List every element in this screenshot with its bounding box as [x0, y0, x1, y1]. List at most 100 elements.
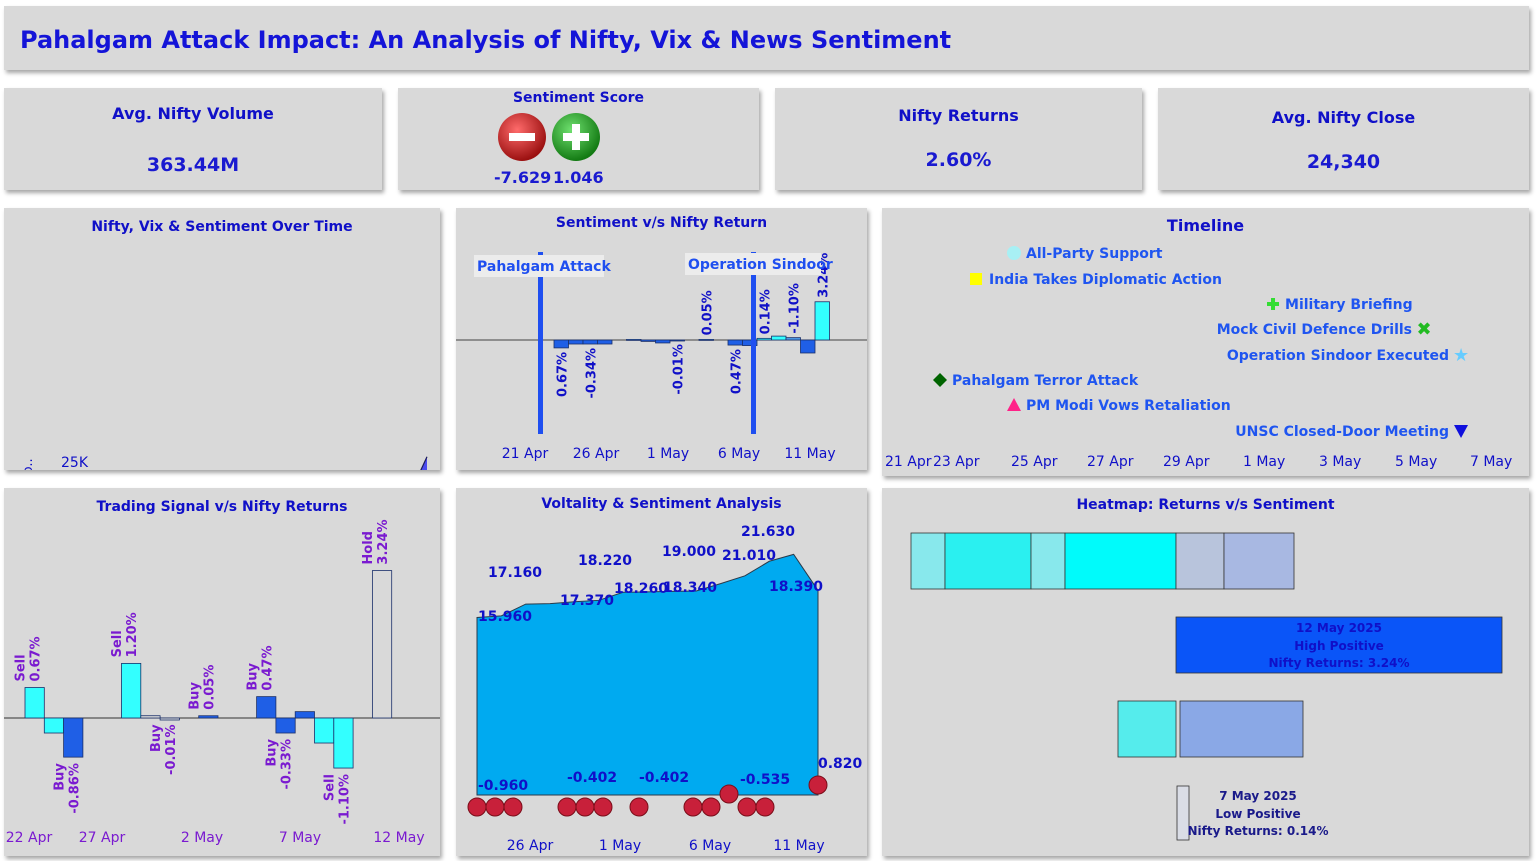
x-tick: 6 May — [718, 446, 760, 462]
bar — [801, 340, 816, 353]
x-tick: 26 Apr — [573, 446, 620, 462]
x-tick: 27 Apr — [79, 830, 126, 846]
heat-cell — [1176, 533, 1224, 589]
x-tick: 6 May — [689, 838, 731, 854]
sentiment-label: -0.402 — [639, 770, 689, 786]
marker-star: ★ — [1453, 345, 1469, 366]
event-label: Military Briefing — [1285, 297, 1413, 313]
vix-label: 18.390 — [769, 579, 823, 595]
marker-plus-v — [1271, 298, 1275, 310]
x-tick: 3 May — [1319, 454, 1361, 470]
sentiment-dot — [594, 798, 612, 816]
bar-label: 0.05% — [700, 290, 715, 335]
sentiment-dot — [738, 798, 756, 816]
bar-label: -0.01% — [671, 344, 686, 395]
axis-label-0: Nifty Clo.. — [21, 458, 36, 470]
marker-diamond — [933, 373, 947, 387]
page-title: Pahalgam Attack Impact: An Analysis of N… — [20, 26, 951, 54]
header-panel: Pahalgam Attack Impact: An Analysis of N… — [4, 6, 1529, 70]
heat-cell — [1180, 701, 1303, 757]
bar-label: 0.05% — [202, 665, 217, 710]
heat-cell — [1118, 701, 1176, 757]
x-tick: 7 May — [1470, 454, 1512, 470]
bar — [64, 718, 83, 757]
sentiment-dot — [576, 798, 594, 816]
sentiment-icons — [494, 110, 604, 166]
bar-label: 0.67% — [29, 636, 44, 681]
vix-label: 21.010 — [722, 548, 776, 564]
marker-cross: ✖ — [1416, 319, 1431, 340]
x-tick: 12 May — [373, 830, 424, 846]
x-tick: 1 May — [1243, 454, 1285, 470]
panel-vol: Voltality & Sentiment Analysis 15.960 17.… — [456, 488, 867, 856]
event-label: PM Modi Vows Retaliation — [1026, 398, 1231, 414]
sent-return-chart: 0.67% -0.34% -0.01%0.05%0.47%0.14% -1.10%3.… — [456, 208, 867, 470]
bar — [598, 340, 613, 344]
signal-label: Buy — [149, 724, 164, 752]
heat-cell — [945, 533, 1031, 589]
sentiment-dot — [702, 798, 720, 816]
vix-label: 18.260 — [614, 581, 668, 597]
line-pane-0 — [111, 457, 427, 470]
area-pane-0 — [111, 457, 427, 470]
event-label: Operation Sindoor Executed — [1227, 348, 1449, 364]
sentiment-dot — [684, 798, 702, 816]
x-tick: 26 Apr — [507, 838, 554, 854]
sentiment-dot — [558, 798, 576, 816]
event-label: India Takes Diplomatic Action — [989, 272, 1222, 288]
bar-label: -0.34% — [584, 348, 599, 399]
kpi-volume-label: Avg. Nifty Volume — [4, 104, 382, 123]
bar — [670, 340, 685, 341]
kpi-volume: Avg. Nifty Volume 363.44M — [4, 88, 382, 190]
bar — [728, 340, 743, 345]
x-tick: 1 May — [599, 838, 641, 854]
sentiment-dot — [720, 785, 738, 803]
signal-label: Buy — [52, 763, 67, 791]
signal-label: Buy — [245, 662, 260, 690]
event-label: Pahalgam Terror Attack — [952, 373, 1139, 389]
panel-signal: Trading Signal v/s Nifty Returns 0.67% Se… — [4, 488, 440, 856]
heat-cell — [1224, 533, 1294, 589]
panel-timeline: Timeline All-Party Support India Takes Di… — [882, 208, 1529, 476]
sentiment-dot — [756, 798, 774, 816]
vix-label: 17.370 — [560, 593, 614, 609]
x-tick: 22 Apr — [6, 830, 53, 846]
minus-icon — [498, 113, 546, 161]
tick-pane-0: 25K — [61, 455, 89, 470]
event-label: UNSC Closed-Door Meeting — [1235, 424, 1449, 440]
kpi-close-value: 24,340 — [1158, 151, 1529, 173]
heat-cell — [911, 533, 945, 589]
bar — [656, 340, 671, 343]
x-tick: 1 May — [647, 446, 689, 462]
annotation-sindoor: Operation Sindoor — [688, 257, 833, 273]
panel-heatmap: Heatmap: Returns v/s Sentiment 12 May 20… — [882, 488, 1529, 856]
sentiment-label: -0.535 — [740, 772, 790, 788]
bar — [257, 697, 276, 718]
signal-label: Sell — [110, 630, 125, 657]
bar-label: -0.01% — [164, 724, 179, 775]
panel-sent-return: Sentiment v/s Nifty Return 0.67% -0.34% -0… — [456, 208, 867, 470]
bar — [315, 718, 334, 743]
bar — [25, 688, 44, 718]
overtime-chart: 25K24.5K24K20150-1Nifty Clo..Vix CloseSe… — [4, 208, 440, 470]
x-tick: 21 Apr — [502, 446, 549, 462]
signal-label: Hold — [361, 531, 376, 565]
sentiment-dot — [504, 798, 522, 816]
event-label: All-Party Support — [1026, 246, 1163, 262]
x-tick: 27 Apr — [1087, 454, 1134, 470]
bar — [699, 339, 714, 340]
marker-triangle-up — [1007, 398, 1021, 411]
vix-label: 18.340 — [663, 580, 717, 596]
bar — [44, 718, 63, 733]
x-tick: 11 May — [784, 446, 835, 462]
bar-label: 3.24% — [376, 519, 391, 564]
kpi-close: Avg. Nifty Close 24,340 — [1158, 88, 1529, 190]
signal-label: Buy — [187, 682, 202, 710]
sentiment-dot — [486, 798, 504, 816]
kpi-volume-value: 363.44M — [4, 154, 382, 176]
sentiment-label: -0.402 — [567, 770, 617, 786]
bar — [122, 663, 141, 718]
bar — [627, 339, 642, 340]
heat-cell — [1065, 533, 1176, 589]
